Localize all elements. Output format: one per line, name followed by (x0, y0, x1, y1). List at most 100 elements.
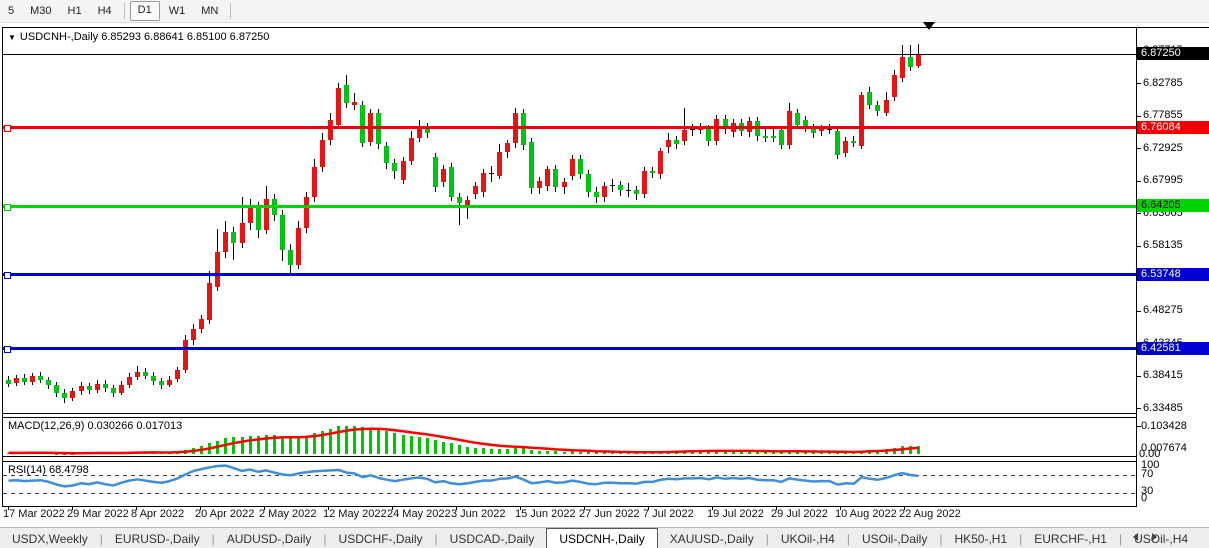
date-axis-tick (904, 506, 905, 510)
tab-usdchf-daily[interactable]: USDCHF-,Daily (338, 532, 423, 546)
macd-histogram-bar (160, 452, 163, 454)
candle (633, 189, 639, 194)
macd-axis-label: 0.103428 (1141, 419, 1187, 432)
timeframe-button-5[interactable]: 5 (8, 5, 15, 17)
timeframe-button-h1[interactable]: H1 (67, 5, 82, 17)
hline-price-badge: 6.53748 (1137, 267, 1209, 281)
chart-top-border (2, 27, 1209, 28)
rsi-level-70-line (3, 475, 1136, 477)
price-axis-tick (1136, 83, 1141, 84)
date-axis-label: 7 Jul 2022 (643, 508, 694, 520)
rsi-indicator-label: RSI(14) 68.4798 (8, 464, 89, 476)
price-level-line[interactable] (3, 204, 1136, 208)
candle (650, 170, 655, 173)
macd-histogram-bar (602, 452, 606, 454)
macd-histogram-bar (143, 451, 147, 454)
candle (585, 173, 591, 193)
macd-histogram-bar (127, 452, 131, 454)
macd-histogram-bar (715, 450, 719, 454)
macd-histogram-bar (337, 426, 341, 454)
candle (400, 160, 406, 181)
line-drag-handle[interactable] (4, 203, 11, 211)
price-axis-label: 6.33485 (1143, 401, 1183, 414)
macd-histogram-bar (618, 452, 622, 454)
date-axis-label: 29 Mar 2022 (67, 508, 129, 520)
tab-usdcad-daily[interactable]: USDCAD-,Daily (449, 532, 535, 546)
timeframe-button-m30[interactable]: M30 (30, 5, 52, 17)
macd-histogram-bar (779, 451, 783, 454)
macd-histogram-bar (361, 427, 365, 454)
macd-histogram-bar (87, 452, 91, 454)
macd-histogram-bar (441, 441, 445, 454)
price-axis-label: 6.67995 (1143, 174, 1183, 186)
candle (328, 119, 333, 140)
tab-usoil-h4[interactable]: USOil-,H4 (1134, 532, 1189, 546)
candle (658, 150, 664, 175)
macd-histogram-bar (828, 451, 832, 454)
macd-histogram-bar (224, 438, 228, 454)
macd-histogram-bar (264, 435, 268, 454)
timeframe-toolbar: 5 M30 H1 H4 D1 W1 MN (0, 0, 1209, 23)
tab-usdx-weekly[interactable]: USDX,Weekly (12, 532, 88, 546)
timeframe-button-w1[interactable]: W1 (168, 5, 186, 17)
timeframe-button-h4[interactable]: H4 (97, 5, 112, 17)
tab-scroll-left-icon[interactable] (1133, 533, 1138, 541)
macd-histogram-bar (216, 440, 220, 454)
candle (577, 158, 583, 174)
date-axis-label: 24 May 2022 (387, 508, 451, 520)
macd-histogram-bar (892, 447, 896, 454)
macd-histogram-bar (192, 448, 196, 454)
candle (416, 126, 422, 138)
date-axis-tick (328, 506, 329, 510)
date-axis-label: 17 Mar 2022 (3, 508, 65, 520)
candle (625, 189, 631, 191)
timeframe-button-d1[interactable]: D1 (129, 1, 160, 21)
tab-eurchf-h1[interactable]: EURCHF-,H1 (1034, 532, 1107, 546)
macd-histogram-bar (288, 437, 292, 454)
tab-usoil-daily[interactable]: USOil-,Daily (861, 532, 928, 546)
macd-histogram-bar (482, 448, 485, 454)
price-level-line[interactable] (3, 126, 1136, 130)
macd-histogram-bar (763, 451, 767, 454)
macd-histogram-bar (385, 431, 389, 454)
tab-audusd-daily[interactable]: AUDUSD-,Daily (226, 532, 312, 546)
tab-separator: | (211, 532, 215, 546)
macd-axis-label: 0.00 (1139, 448, 1161, 460)
macd-histogram-bar (626, 452, 630, 454)
macd-histogram-bar (804, 451, 807, 454)
date-axis-tick (200, 506, 201, 510)
price-axis-label: 6.82785 (1143, 76, 1183, 89)
price-level-line[interactable] (3, 273, 1136, 277)
tab-usdcnh-daily[interactable]: USDCNH-,Daily (546, 528, 658, 548)
tab-eurusd-daily[interactable]: EURUSD-,Daily (114, 532, 200, 546)
candle (794, 113, 800, 126)
price-level-line[interactable] (3, 347, 1136, 350)
down-arrow-marker[interactable] (922, 22, 935, 30)
tab-xauusd-daily[interactable]: XAUUSD-,Daily (669, 532, 754, 546)
line-drag-handle[interactable] (4, 272, 11, 280)
candle (207, 283, 213, 321)
timeframe-button-mn[interactable]: MN (201, 5, 219, 17)
candle (199, 318, 205, 329)
candle (336, 88, 342, 126)
macd-histogram-bar (393, 433, 397, 454)
candle (714, 118, 720, 141)
tab-hk50-h1[interactable]: HK50-,H1 (954, 532, 1008, 546)
macd-histogram-bar (184, 449, 188, 454)
candle (30, 376, 36, 383)
macd-histogram-bar (329, 428, 332, 454)
macd-histogram-bar (908, 445, 912, 454)
tab-scroll-right-icon[interactable] (1152, 533, 1157, 541)
macd-histogram-bar (852, 452, 856, 454)
line-drag-handle[interactable] (4, 346, 11, 353)
tab-ukoil-h4[interactable]: UKOil-,H4 (780, 532, 835, 546)
date-axis-tick (648, 506, 649, 510)
symbol-tab-bar: USDX,Weekly | EURUSD-,Daily | AUDUSD-,Daily |… (0, 527, 1209, 548)
macd-histogram-bar (425, 438, 429, 454)
line-drag-handle[interactable] (4, 125, 11, 133)
macd-histogram-bar (538, 450, 542, 454)
candle (255, 206, 261, 230)
candle-wick (354, 93, 356, 111)
symbol-dropdown-icon[interactable]: ▼ (8, 33, 16, 42)
